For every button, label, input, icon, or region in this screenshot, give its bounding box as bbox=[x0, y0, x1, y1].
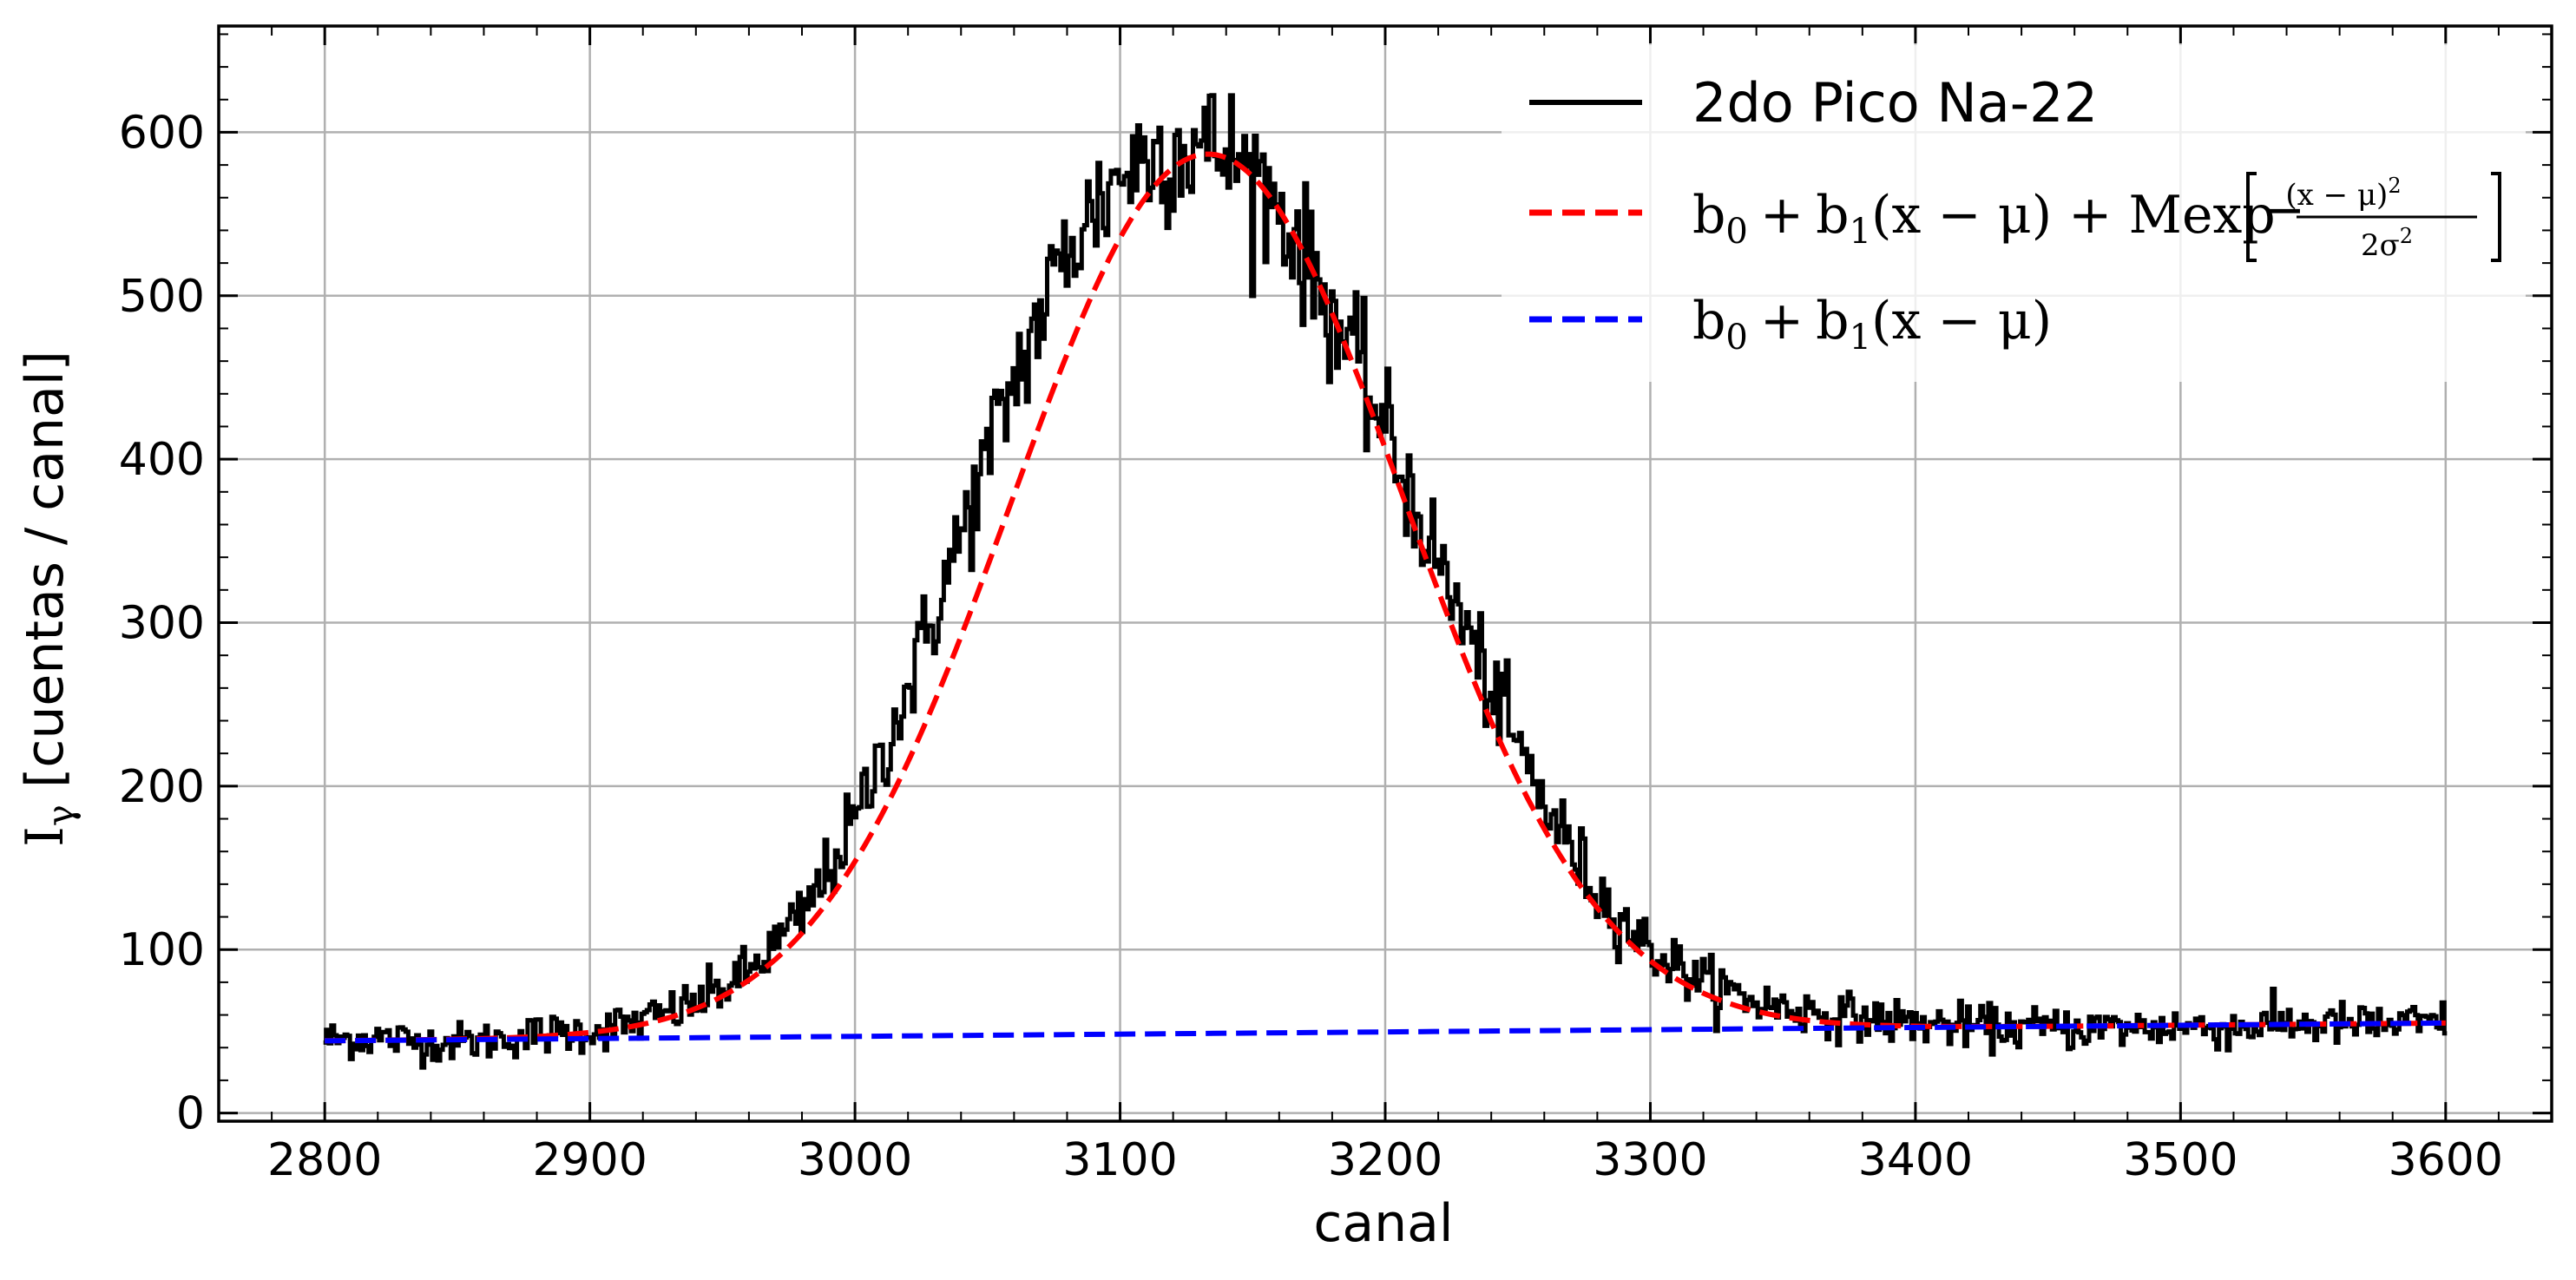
legend-label-data: 2do Pico Na-22 bbox=[1692, 71, 2098, 135]
x-tick-label: 2900 bbox=[532, 1134, 647, 1186]
legend-background bbox=[1502, 43, 2526, 382]
x-tick-label: 3300 bbox=[1593, 1134, 1707, 1186]
x-tick-label: 3100 bbox=[1062, 1134, 1177, 1186]
legend-minus: − bbox=[2262, 180, 2305, 240]
legend-label-background: b0 + b1(x − μ) bbox=[1692, 291, 2052, 358]
legend-bracket-left bbox=[2246, 172, 2257, 262]
x-tick-label: 3500 bbox=[2123, 1134, 2238, 1186]
y-tick-label: 400 bbox=[119, 434, 205, 486]
legend: 2do Pico Na-22 b0 + b1(x − μ) + Mexp − (x … bbox=[1502, 43, 2526, 382]
y-axis-title-text: [cuentas / canal] bbox=[15, 351, 76, 804]
axis-ticks bbox=[218, 26, 2553, 1121]
y-tick-label: 100 bbox=[119, 924, 205, 976]
x-tick-label: 2800 bbox=[267, 1134, 382, 1186]
x-axis-title: canal bbox=[1313, 1193, 1453, 1254]
series-fit-background bbox=[325, 1020, 2446, 1044]
y-tick-label: 200 bbox=[119, 761, 205, 813]
series-layer bbox=[323, 93, 2448, 1070]
svg-text:Iγ [cuentas / canal]: Iγ [cuentas / canal] bbox=[15, 351, 82, 847]
y-tick-label: 300 bbox=[119, 598, 205, 650]
y-tick-label: 600 bbox=[119, 107, 205, 159]
legend-label-fit: b0 + b1(x − μ) + Mexp − (x − μ)2 2σ2 bbox=[1692, 172, 2501, 263]
x-tick-label: 3600 bbox=[2389, 1134, 2503, 1186]
legend-bracket-right bbox=[2491, 172, 2501, 262]
y-axis-title-symbol: I bbox=[15, 826, 76, 847]
tick-labels: 2800 2900 3000 3100 3200 3300 3400 3500 3600 0 100… bbox=[119, 107, 2503, 1186]
y-axis-title-subscript: γ bbox=[39, 804, 82, 826]
legend-fraction-denominator: 2σ2 bbox=[2361, 224, 2413, 263]
x-tick-label: 3200 bbox=[1328, 1134, 1442, 1186]
x-tick-label: 3000 bbox=[798, 1134, 912, 1186]
svg-text:b0+b1(x − μ) + Mexp: b0 + b1(x − μ) + Mexp bbox=[1692, 185, 2276, 252]
x-tick-label: 3400 bbox=[1858, 1134, 1973, 1186]
y-tick-label: 500 bbox=[119, 271, 205, 323]
y-tick-label: 0 bbox=[176, 1088, 205, 1140]
y-axis-title: Iγ [cuentas / canal] bbox=[15, 351, 82, 847]
series-data-2do-pico bbox=[323, 93, 2448, 1070]
legend-fraction-numerator: (x − μ)2 bbox=[2285, 174, 2401, 213]
